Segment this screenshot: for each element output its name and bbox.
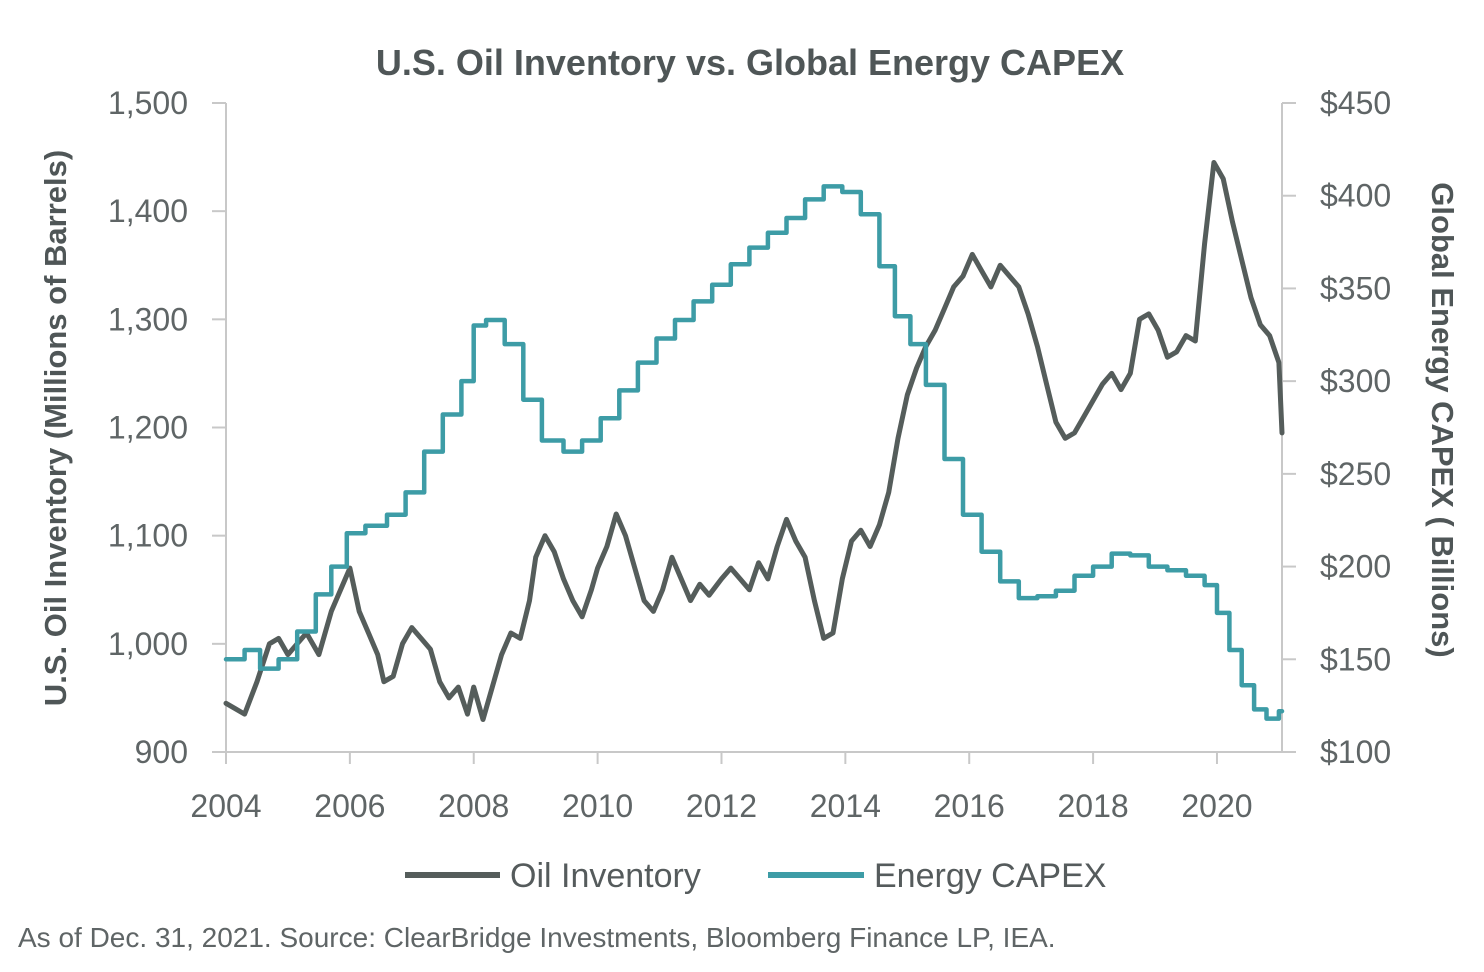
- left-y-tick-label: 1,400: [108, 193, 188, 229]
- x-tick-label: 2006: [314, 788, 385, 824]
- legend-label-energy-capex: Energy CAPEX: [874, 857, 1106, 895]
- x-tick-label: 2004: [190, 788, 261, 824]
- chart-title: U.S. Oil Inventory vs. Global Energy CAP…: [376, 42, 1124, 83]
- right-y-tick-label: $350: [1320, 270, 1391, 306]
- series-layer: [223, 160, 1285, 722]
- right-y-tick-label: $150: [1320, 641, 1391, 677]
- x-tick-label: 2014: [810, 788, 881, 824]
- right-y-axis-title: Global Energy CAPEX ( Billions): [1425, 182, 1460, 657]
- x-tick-label: 2008: [438, 788, 509, 824]
- right-y-tick-label: $100: [1320, 734, 1391, 770]
- x-tick-label: 2010: [562, 788, 633, 824]
- legend-label-oil-inventory: Oil Inventory: [510, 857, 701, 895]
- left-y-tick-label: 1,500: [108, 85, 188, 121]
- legend: Oil Inventory Energy CAPEX: [405, 857, 1106, 895]
- source-footnote: As of Dec. 31, 2021. Source: ClearBridge…: [18, 922, 1056, 953]
- x-tick-label: 2018: [1058, 788, 1129, 824]
- left-y-tick-label: 1,300: [108, 301, 188, 337]
- left-y-axis-title: U.S. Oil Inventory (Millions of Barrels): [38, 150, 73, 706]
- left-y-tick-label: 1,200: [108, 410, 188, 446]
- right-y-tick-label: $250: [1320, 456, 1391, 492]
- x-tick-label: 2016: [934, 788, 1005, 824]
- right-y-tick-label: $400: [1320, 178, 1391, 214]
- series-line-oil-inventory: [223, 160, 1285, 722]
- ticks-layer: 2004 2006 2008 2010 2012 2014 2016 2018 2020 1,50…: [108, 85, 1391, 824]
- left-y-tick-label: 900: [135, 734, 188, 770]
- series-line-energy-capex: [223, 184, 1285, 721]
- x-tick-label: 2020: [1181, 788, 1252, 824]
- left-y-tick-label: 1,100: [108, 518, 188, 554]
- chart-canvas: U.S. Oil Inventory vs. Global Energy CAP…: [38, 42, 1460, 895]
- right-y-tick-label: $450: [1320, 85, 1391, 121]
- x-tick-label: 2012: [686, 788, 757, 824]
- right-y-tick-label: $200: [1320, 549, 1391, 585]
- left-y-tick-label: 1,000: [108, 626, 188, 662]
- right-y-tick-label: $300: [1320, 363, 1391, 399]
